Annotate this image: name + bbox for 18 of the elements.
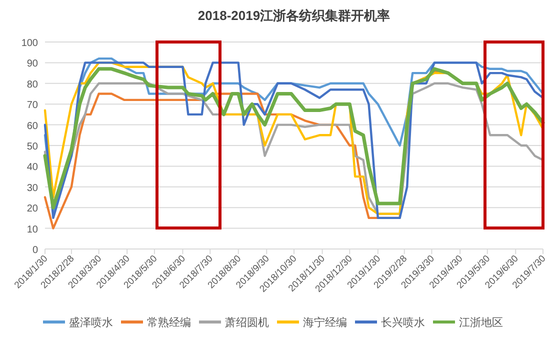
legend-label: 海宁经编 [303,316,347,329]
legend-label: 江浙地区 [459,316,503,329]
y-tick-label: 10 [26,224,38,236]
y-tick-label: 30 [26,182,38,194]
legend-label: 盛泽喷水 [69,316,113,329]
chart-title: 2018-2019江浙各纺织集群开机率 [198,8,390,23]
y-tick-label: 100 [21,38,38,49]
y-tick-label: 70 [26,100,38,112]
legend-label: 萧绍圆机 [225,316,269,329]
y-tick-label: 50 [26,142,38,152]
y-tick-label: 60 [26,120,38,132]
y-tick-label: 20 [26,204,38,215]
y-tick-label: 0 [32,245,38,256]
legend-label: 长兴喷水 [381,316,425,329]
legend-label: 常熟经编 [147,316,191,329]
y-tick-label: 80 [26,79,38,90]
y-tick-label: 90 [26,58,38,70]
y-tick-label: 40 [26,162,38,174]
